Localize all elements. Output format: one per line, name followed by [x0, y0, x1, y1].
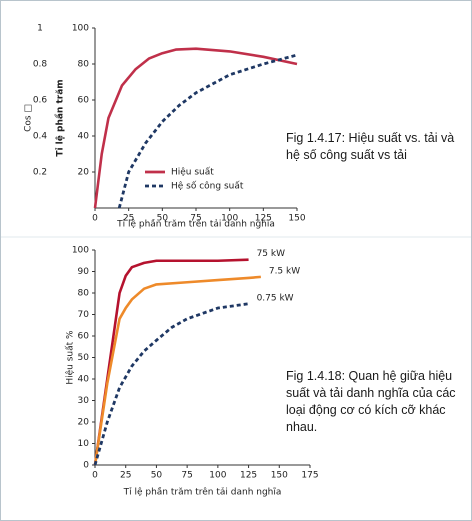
- y-tick-label: 60: [78, 332, 90, 342]
- legend-label: 7.5 kW: [269, 266, 300, 276]
- x-tick-label: 100: [209, 471, 226, 481]
- data-line: [93, 258, 249, 466]
- y-axis-label: Tỉ lệ phần trăm: [55, 79, 66, 156]
- y2-axis-label: Cos □: [24, 104, 34, 132]
- y-tick-label: 10: [78, 439, 90, 449]
- x-tick-label: 125: [255, 214, 272, 224]
- data-line: [117, 53, 298, 209]
- y2-tick-label: 1: [37, 24, 43, 34]
- y2-tick-label: 0.8: [33, 60, 48, 70]
- x-tick-label: 0: [92, 471, 98, 481]
- y-tick-label: 60: [78, 96, 90, 106]
- data-line: [93, 302, 249, 466]
- caption: Fig 1.4.18: Quan hệ giữa hiệu suất và tả…: [286, 369, 456, 434]
- x-tick-label: 0: [92, 214, 98, 224]
- caption: Fig 1.4.17: Hiệu suất vs. tải và hệ số c…: [286, 131, 455, 162]
- x-axis-label: Tỉ lệ phần trăm trên tải danh nghĩa: [116, 219, 275, 230]
- y-tick-label: 30: [78, 396, 90, 406]
- x-tick-label: 75: [190, 214, 201, 224]
- y2-tick-label: 0.2: [33, 168, 47, 178]
- x-tick-label: 150: [288, 214, 305, 224]
- legend-label: Hệ số công suất: [171, 181, 244, 192]
- x-tick-label: 125: [240, 471, 257, 481]
- y-tick-label: 0: [83, 461, 89, 471]
- x-axis-label: Tỉ lệ phần trăm trên tải danh nghĩa: [123, 487, 282, 498]
- legend-label: 75 kW: [257, 249, 286, 259]
- y2-tick-label: 0.4: [33, 132, 48, 142]
- y-tick-label: 50: [78, 353, 90, 363]
- legend-label: 0.75 kW: [257, 293, 294, 303]
- y-tick-label: 90: [78, 267, 90, 277]
- y-tick-label: 40: [78, 375, 90, 385]
- y-axis-label: Hiệu suất %: [65, 330, 76, 385]
- y-tick-label: 100: [72, 246, 89, 256]
- x-tick-label: 50: [157, 214, 169, 224]
- x-tick-label: 25: [123, 214, 134, 224]
- x-tick-label: 25: [120, 471, 131, 481]
- y2-tick-label: 0.6: [33, 96, 48, 106]
- y-tick-label: 80: [78, 60, 90, 70]
- x-tick-label: 150: [271, 471, 288, 481]
- x-tick-label: 175: [301, 471, 318, 481]
- data-line: [93, 47, 298, 209]
- y-tick-label: 70: [78, 310, 90, 320]
- y-tick-label: 20: [78, 418, 90, 428]
- x-tick-label: 100: [221, 214, 238, 224]
- legend-label: Hiệu suất: [171, 167, 214, 178]
- x-tick-label: 50: [151, 471, 163, 481]
- y-tick-label: 40: [78, 132, 90, 142]
- y-tick-label: 100: [72, 24, 89, 34]
- y-tick-label: 80: [78, 289, 90, 299]
- y-tick-label: 20: [78, 168, 90, 178]
- x-tick-label: 75: [181, 471, 192, 481]
- data-line: [93, 275, 261, 466]
